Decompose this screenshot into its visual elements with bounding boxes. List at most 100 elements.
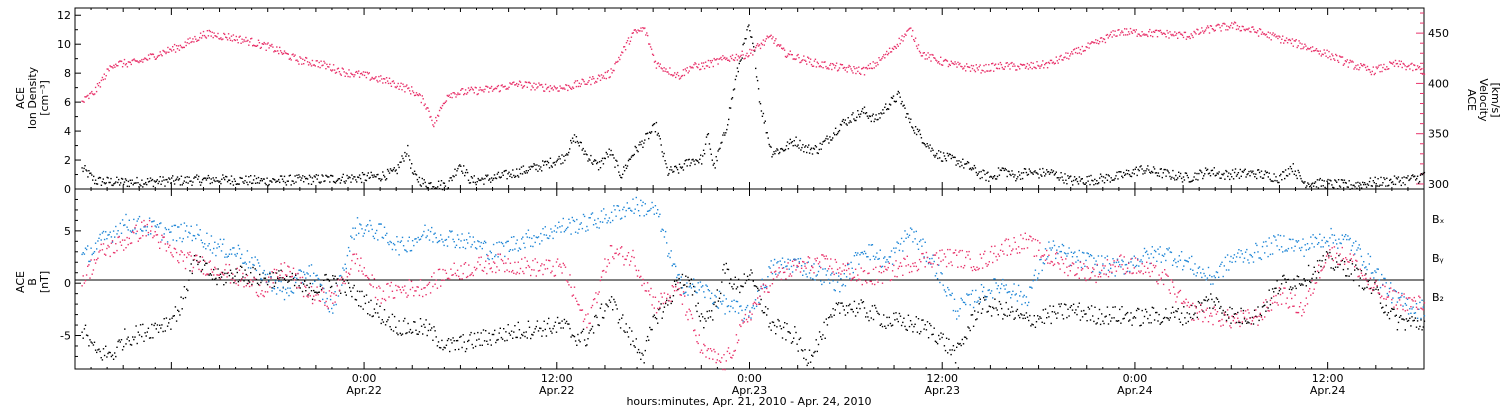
velocity-point-1290 bbox=[1324, 52, 1326, 54]
density-point-399 bbox=[466, 171, 469, 174]
bx-point-1019 bbox=[1226, 314, 1229, 316]
density-point-567 bbox=[628, 158, 631, 160]
density-point-1304 bbox=[1338, 185, 1341, 187]
velocity-point-1265 bbox=[1300, 48, 1302, 50]
by-point-519 bbox=[664, 230, 667, 233]
velocity-point-351 bbox=[419, 94, 421, 96]
bx-point-225 bbox=[334, 275, 336, 277]
density-point-1069 bbox=[1112, 179, 1114, 181]
velocity-point-1024 bbox=[1068, 58, 1070, 60]
bx-point-563 bbox=[714, 301, 716, 303]
velocity-point-1063 bbox=[1105, 34, 1108, 36]
by-point-513 bbox=[658, 215, 660, 218]
velocity-point-1044 bbox=[1087, 42, 1089, 44]
velocity-point-1359 bbox=[1390, 62, 1393, 64]
bx-point-467 bbox=[606, 304, 608, 306]
velocity-point-53 bbox=[132, 59, 134, 61]
velocity-point-281 bbox=[352, 74, 354, 76]
by-point-265 bbox=[379, 223, 381, 225]
velocity-point-841 bbox=[891, 47, 894, 50]
by-point-370 bbox=[497, 256, 499, 258]
by-point-516 bbox=[661, 228, 663, 230]
velocity-point-483 bbox=[546, 86, 549, 89]
velocity-point-587 bbox=[647, 34, 649, 37]
by-point-319 bbox=[440, 234, 442, 236]
density-point-340 bbox=[409, 159, 411, 161]
velocity-point-760 bbox=[813, 60, 816, 62]
density-point-1173 bbox=[1212, 173, 1215, 175]
bx-point-852 bbox=[1039, 316, 1041, 318]
bx-point-553 bbox=[703, 327, 705, 329]
density-point-186 bbox=[260, 178, 262, 180]
density-point-1352 bbox=[1385, 185, 1387, 187]
bx-point-1094 bbox=[1311, 277, 1313, 280]
density-point-854 bbox=[905, 116, 907, 118]
velocity-point-467 bbox=[531, 85, 533, 87]
density-point-1186 bbox=[1225, 169, 1227, 172]
bx-point-1061 bbox=[1274, 287, 1276, 290]
by-point-371 bbox=[498, 241, 500, 243]
bx-point-38 bbox=[124, 328, 126, 330]
bx-point-662 bbox=[825, 318, 827, 320]
bx-point-477 bbox=[617, 322, 620, 324]
velocity-point-452 bbox=[517, 85, 519, 87]
bx-point-181 bbox=[284, 279, 287, 281]
velocity-point-1360 bbox=[1391, 63, 1394, 65]
velocity-point-629 bbox=[687, 72, 689, 74]
bx-point-1165 bbox=[1391, 307, 1393, 310]
velocity-point-927 bbox=[974, 70, 977, 73]
density-point-1286 bbox=[1321, 179, 1323, 181]
x-tick-time-4: 0:00 bbox=[1123, 372, 1148, 385]
bx-point-964 bbox=[1165, 308, 1167, 310]
bx-point-742 bbox=[915, 316, 917, 318]
density-point-409 bbox=[476, 181, 478, 183]
density-point-379 bbox=[447, 187, 449, 189]
velocity-point-1137 bbox=[1177, 37, 1179, 39]
velocity-point-564 bbox=[624, 49, 627, 51]
bx-point-18 bbox=[101, 359, 104, 361]
by-point-37 bbox=[123, 224, 125, 227]
density-point-10 bbox=[91, 174, 93, 176]
bx-point-798 bbox=[978, 303, 980, 305]
density-point-662 bbox=[720, 142, 722, 144]
velocity-point-864 bbox=[913, 40, 916, 42]
density-point-152 bbox=[227, 179, 230, 181]
by-point-464 bbox=[603, 208, 605, 210]
velocity-point-1252 bbox=[1287, 39, 1290, 41]
density-point-432 bbox=[498, 176, 501, 178]
bx-point-158 bbox=[259, 273, 261, 276]
density-point-1182 bbox=[1221, 173, 1223, 175]
bx-point-90 bbox=[182, 297, 184, 300]
density-point-438 bbox=[504, 170, 506, 172]
velocity-point-931 bbox=[978, 66, 980, 68]
velocity-point-715 bbox=[770, 34, 772, 36]
by-point-435 bbox=[570, 233, 572, 235]
density-point-731 bbox=[786, 141, 789, 143]
density-point-1343 bbox=[1376, 185, 1378, 187]
density-point-389 bbox=[457, 167, 459, 170]
density-point-293 bbox=[363, 173, 366, 176]
density-point-262 bbox=[333, 181, 336, 183]
bx-point-123 bbox=[219, 273, 222, 275]
density-point-1048 bbox=[1092, 180, 1094, 182]
by-point-341 bbox=[464, 247, 467, 250]
bx-point-1149 bbox=[1373, 289, 1375, 291]
velocity-point-173 bbox=[248, 44, 250, 46]
density-point-1212 bbox=[1250, 170, 1252, 172]
bx-point-983 bbox=[1186, 312, 1188, 314]
by-point-111 bbox=[206, 232, 208, 234]
bx-point-1041 bbox=[1251, 316, 1254, 319]
velocity-point-496 bbox=[559, 85, 561, 87]
density-point-649 bbox=[707, 133, 710, 135]
bx-point-343 bbox=[467, 340, 469, 343]
velocity-point-15 bbox=[95, 90, 98, 93]
velocity-point-647 bbox=[704, 61, 707, 63]
by-point-222 bbox=[331, 307, 333, 310]
density-point-1319 bbox=[1353, 184, 1355, 187]
velocity-point-315 bbox=[384, 82, 387, 84]
bx-point-219 bbox=[327, 278, 329, 281]
by-point-301 bbox=[419, 238, 422, 240]
by-point-51 bbox=[138, 215, 141, 218]
velocity-point-1061 bbox=[1103, 38, 1106, 41]
density-point-1008 bbox=[1053, 174, 1056, 176]
